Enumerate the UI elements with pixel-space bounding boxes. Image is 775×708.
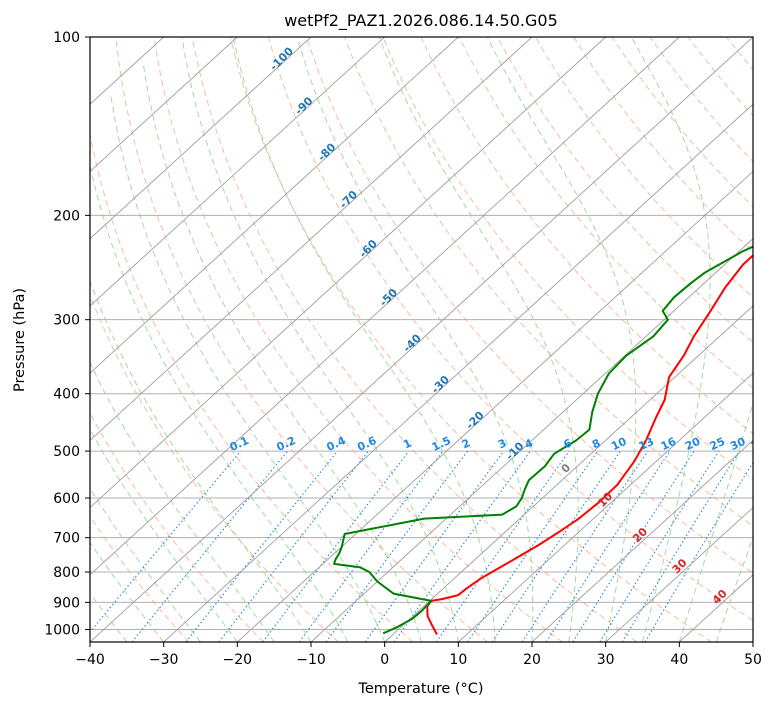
isotherm xyxy=(90,37,459,374)
dry-adiabat xyxy=(382,37,753,481)
plot-frame xyxy=(89,36,754,643)
mixing-ratio-line xyxy=(521,450,649,642)
dry-adiabat xyxy=(90,412,264,642)
mixing-ratio-line xyxy=(325,450,468,642)
mixing-ratio-line xyxy=(364,450,505,642)
mixing-ratio-line xyxy=(491,450,621,642)
isotherm xyxy=(90,37,680,576)
isotherm xyxy=(310,238,753,642)
moist-adiabat xyxy=(715,535,753,642)
y-tick-label: 400 xyxy=(53,387,80,403)
dry-adiabat xyxy=(306,37,753,574)
dry-adiabat xyxy=(90,131,414,642)
x-tick-label: −20 xyxy=(223,652,253,668)
isotherm xyxy=(90,37,312,240)
x-tick-label: −30 xyxy=(149,652,179,668)
mixing-ratio-line xyxy=(467,450,599,642)
moist-adiabat xyxy=(232,37,496,642)
mixing-ratio-line xyxy=(262,450,410,642)
x-tick-label: −40 xyxy=(75,652,105,668)
moist-adiabat xyxy=(90,592,128,642)
isotherm xyxy=(605,506,753,642)
moist-adiabat xyxy=(630,37,711,642)
moist-adiabat xyxy=(486,37,637,642)
mixing-ratio-line xyxy=(545,450,671,642)
isotherm xyxy=(384,305,753,642)
mixing-ratio-label: 13 xyxy=(637,435,656,453)
dewpoint-profile xyxy=(333,245,753,635)
y-tick-label: 300 xyxy=(53,313,80,329)
x-tick-label: 50 xyxy=(744,652,762,668)
isotherm xyxy=(163,103,753,642)
mixing-ratio-label: 10 xyxy=(609,435,629,453)
mixing-ratio-label: 16 xyxy=(659,435,679,453)
isotherm xyxy=(90,37,753,642)
y-axis-title: Pressure (hPa) xyxy=(12,288,28,392)
y-tick-label: 500 xyxy=(53,444,80,460)
x-axis-title: Temperature (°C) xyxy=(357,681,483,697)
moist-adiabat xyxy=(296,37,534,642)
y-tick-label: 700 xyxy=(53,531,80,547)
temperature-profile xyxy=(426,254,753,635)
mixing-ratio-label: 25 xyxy=(708,435,727,453)
mixing-ratio-line xyxy=(90,450,242,633)
isotherm xyxy=(458,372,753,642)
x-tick-label: 10 xyxy=(449,652,467,668)
mixing-ratio-line xyxy=(131,450,289,642)
isotherm xyxy=(90,37,385,307)
chart-title: wetPf2_PAZ1.2026.086.14.50.G05 xyxy=(284,11,558,31)
dry-adiabat xyxy=(153,37,563,642)
mixing-ratio-line xyxy=(185,450,339,642)
moist-adiabat xyxy=(378,37,579,642)
dry-adiabat xyxy=(90,515,190,642)
plot-area: 0.10.20.40.611.52346810131620253036-100-… xyxy=(90,37,769,642)
y-tick-label: 900 xyxy=(53,595,80,611)
dry-adiabat xyxy=(268,37,753,622)
x-tick-label: 30 xyxy=(597,652,615,668)
dry-adiabat xyxy=(496,37,753,344)
isotherm xyxy=(90,37,606,509)
y-tick-label: 1000 xyxy=(44,622,80,638)
moist-adiabat xyxy=(110,94,386,642)
isotherm xyxy=(237,170,753,642)
y-tick-label: 800 xyxy=(53,565,80,581)
isotherm xyxy=(90,37,533,441)
isotherm xyxy=(531,439,753,642)
y-tick-label: 200 xyxy=(53,208,80,224)
mixing-ratio-label: 36 xyxy=(749,435,769,453)
x-tick-label: −10 xyxy=(296,652,326,668)
moist-adiabat xyxy=(90,428,238,642)
y-tick-label: 600 xyxy=(53,491,80,507)
mixing-ratio-line xyxy=(572,450,695,642)
moist-adiabat xyxy=(90,279,312,642)
y-tick-label: 100 xyxy=(53,30,80,46)
mixing-ratio-line xyxy=(298,450,444,642)
mixing-ratio-label: 20 xyxy=(683,435,703,453)
dry-adiabat xyxy=(535,37,753,298)
mixing-ratio-label: 30 xyxy=(728,435,748,453)
isotherm xyxy=(90,37,238,173)
mixing-ratio-line xyxy=(435,450,570,642)
x-tick-label: 20 xyxy=(523,652,541,668)
moist-adiabat xyxy=(181,37,459,642)
dry-adiabat xyxy=(191,37,638,642)
x-tick-label: 0 xyxy=(380,652,389,668)
moist-adiabat xyxy=(142,61,422,642)
moist-adiabat xyxy=(678,401,753,642)
moist-adiabat xyxy=(90,163,349,642)
mixing-ratio-line xyxy=(621,450,740,642)
x-tick-label: 40 xyxy=(670,652,688,668)
